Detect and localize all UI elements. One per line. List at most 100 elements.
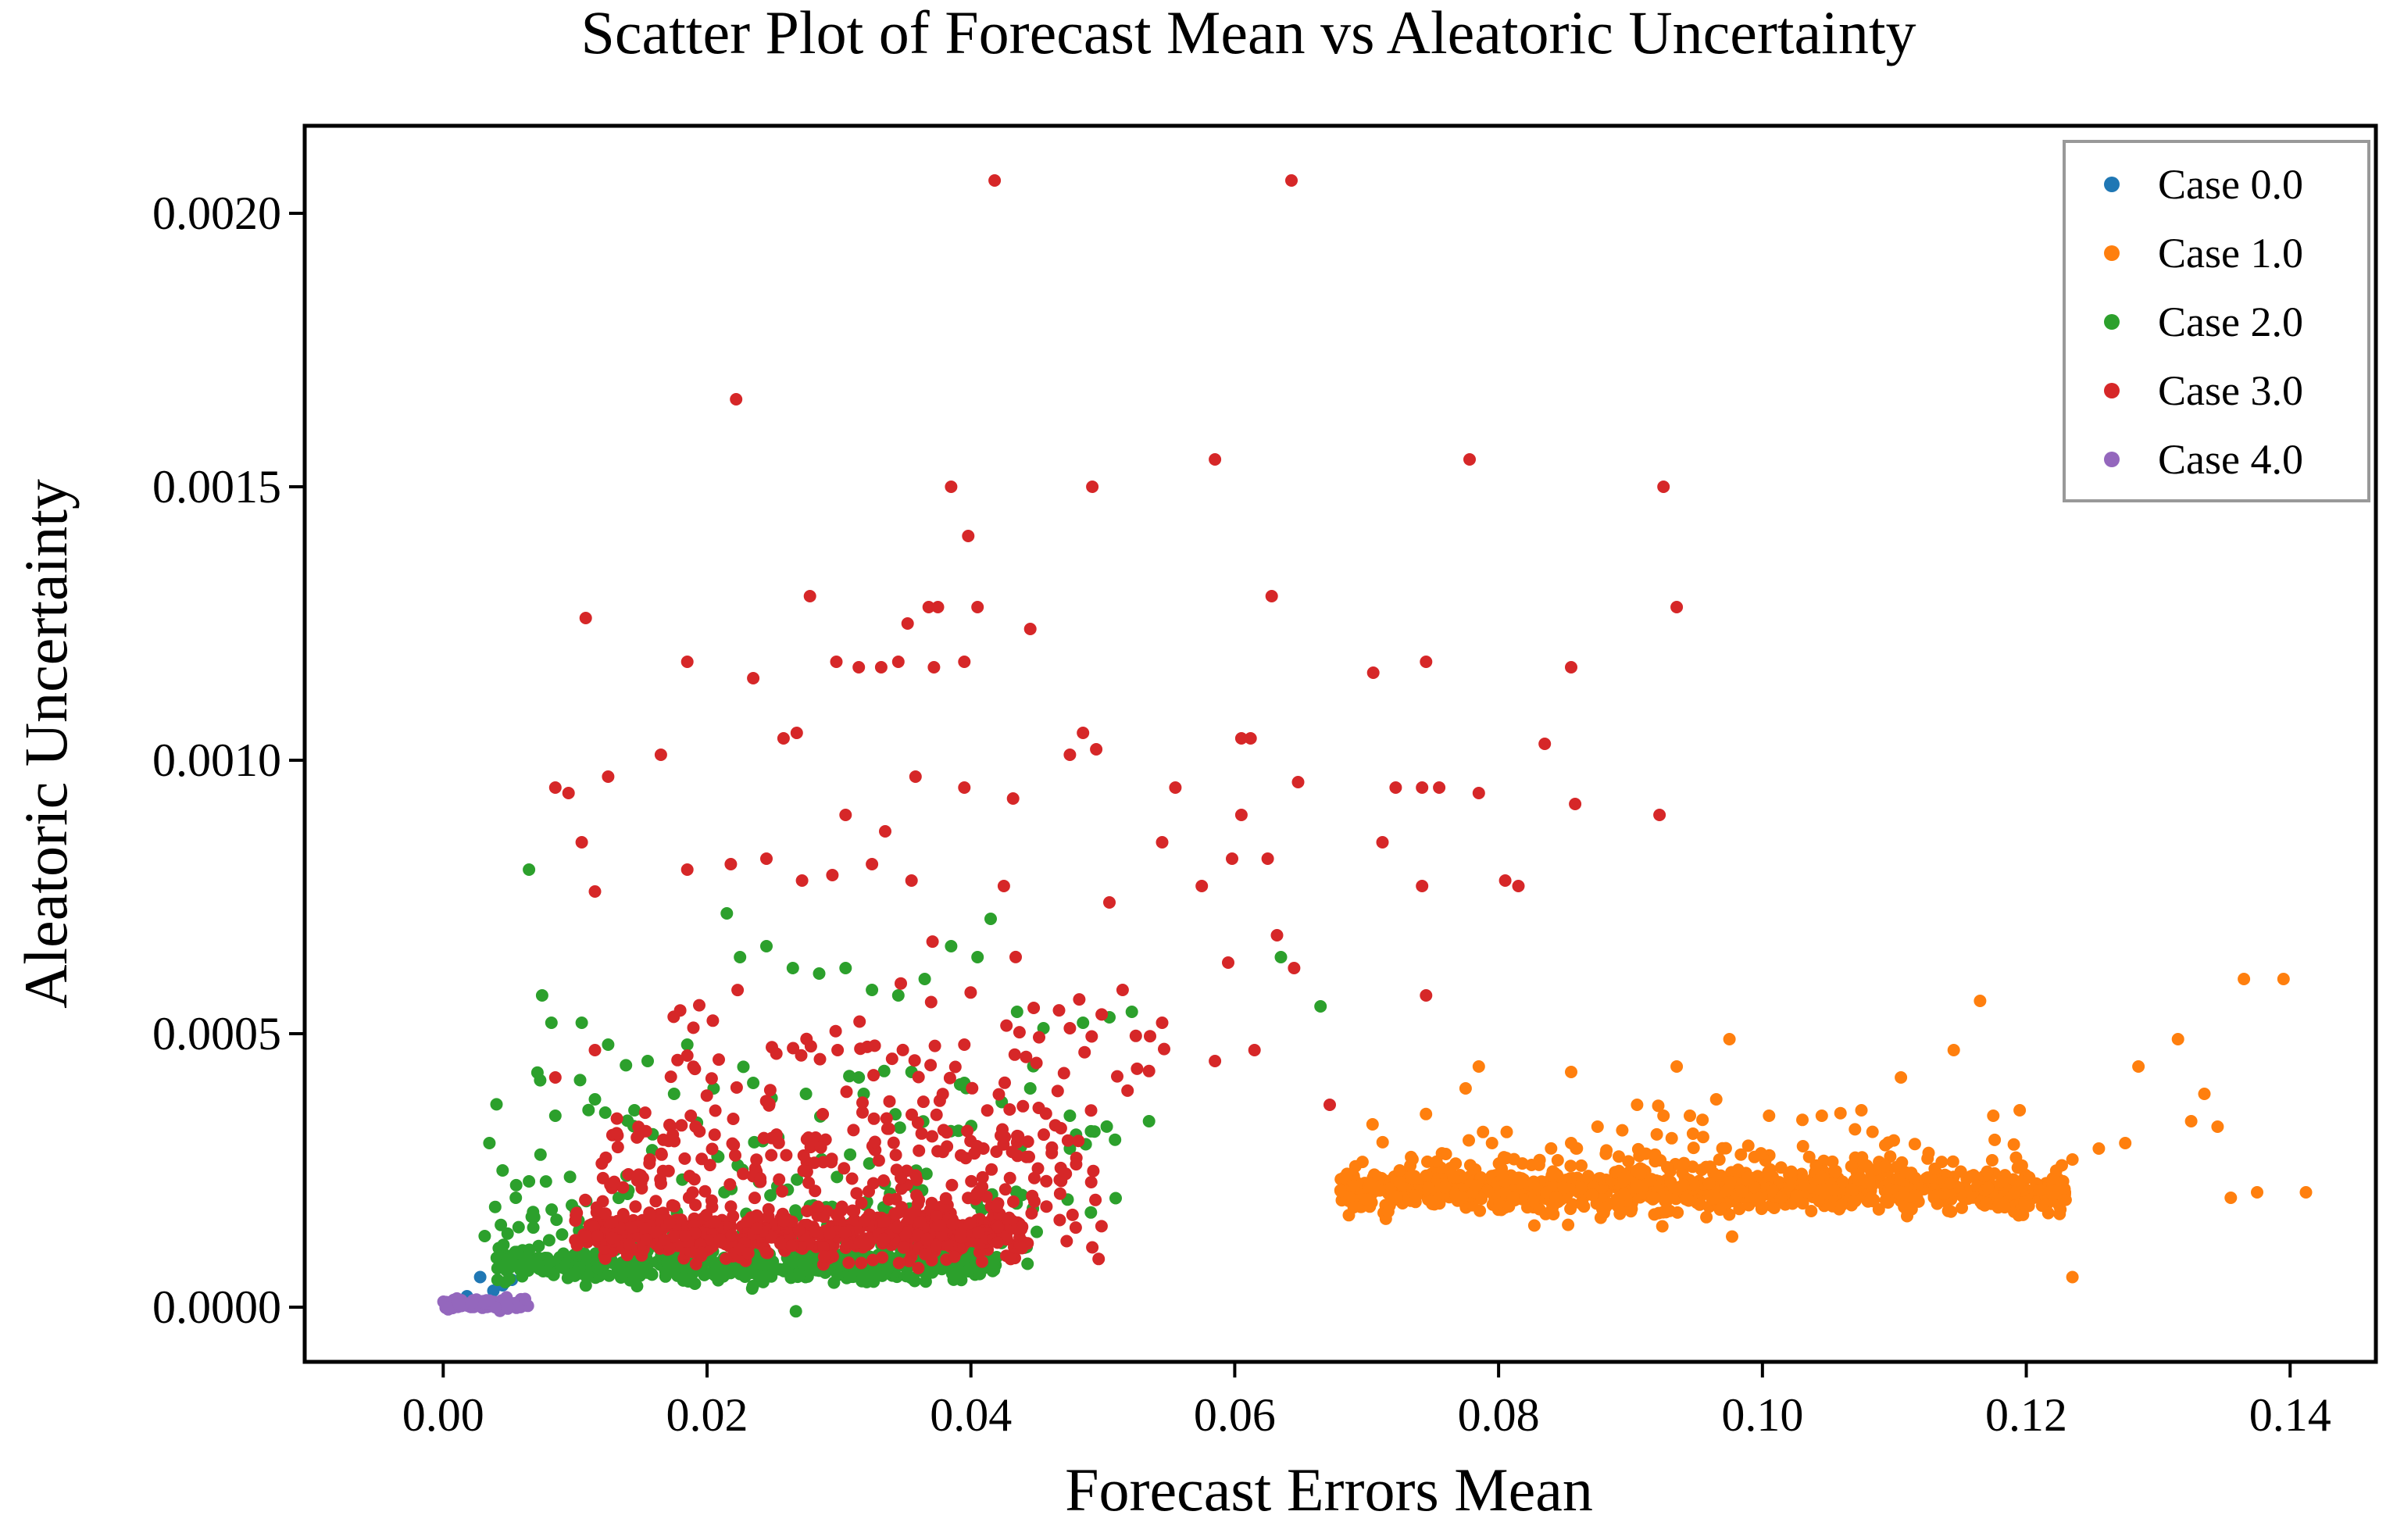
data-point	[614, 1271, 627, 1284]
data-point	[867, 1112, 881, 1125]
data-point	[1040, 1174, 1053, 1188]
data-point	[1109, 1133, 1122, 1146]
data-point	[548, 1109, 562, 1122]
data-point	[2251, 1186, 2263, 1199]
legend-label: Case 2.0	[2158, 298, 2303, 345]
data-point	[706, 1014, 720, 1027]
data-point	[2014, 1175, 2027, 1188]
data-point	[680, 1049, 694, 1062]
data-point	[605, 1216, 619, 1229]
data-point	[2184, 1115, 2198, 1127]
data-point	[1334, 1184, 1347, 1198]
data-point	[534, 1148, 547, 1161]
data-point	[852, 1071, 866, 1084]
data-point	[1084, 1176, 1098, 1188]
y-axis-label: Aleatoric Uncertainty	[12, 479, 80, 1009]
data-point	[666, 1199, 679, 1212]
data-point	[570, 1238, 584, 1252]
data-point	[1834, 1199, 1848, 1212]
data-point	[2046, 1172, 2059, 1185]
data-point	[1393, 1175, 1406, 1188]
data-point	[1613, 1150, 1625, 1163]
data-point	[750, 1153, 763, 1167]
data-point	[1376, 836, 1389, 849]
data-point	[1125, 1006, 1138, 1018]
data-point	[936, 1088, 949, 1101]
data-point	[1713, 1153, 1726, 1167]
data-point	[688, 1063, 702, 1076]
data-point	[877, 1064, 891, 1077]
data-point	[883, 1095, 896, 1108]
data-point	[1030, 1056, 1043, 1070]
data-point	[1063, 1022, 1077, 1034]
data-point	[1679, 1192, 1692, 1206]
data-point	[1085, 1030, 1098, 1043]
data-point	[1288, 962, 1301, 974]
data-point	[724, 858, 738, 870]
data-point	[838, 1226, 852, 1239]
data-point	[655, 1147, 668, 1160]
data-point	[855, 1256, 868, 1270]
data-point	[582, 1103, 595, 1117]
data-point	[1000, 1019, 1013, 1032]
data-point	[698, 1184, 712, 1198]
data-point	[638, 1106, 652, 1120]
data-point	[729, 1149, 741, 1162]
y-tick-label: 0.0010	[152, 734, 281, 786]
data-point	[895, 977, 907, 990]
data-point	[991, 1220, 1005, 1234]
data-point	[708, 1269, 721, 1282]
data-point	[790, 727, 803, 739]
data-point	[897, 1241, 910, 1254]
data-point	[1416, 880, 1429, 892]
data-point	[1741, 1171, 1754, 1184]
data-point	[703, 1234, 716, 1246]
data-point	[831, 1044, 845, 1056]
data-point	[975, 1255, 988, 1268]
data-point	[915, 1127, 928, 1140]
data-point	[1084, 1206, 1098, 1219]
data-point	[879, 825, 891, 838]
data-point	[1027, 1171, 1041, 1184]
data-point	[1564, 1159, 1577, 1173]
data-point	[1545, 1142, 1558, 1155]
data-point	[1142, 1115, 1156, 1127]
data-point	[1144, 1030, 1156, 1043]
data-point	[842, 1256, 856, 1270]
data-point	[2224, 1192, 2238, 1204]
data-point	[840, 1085, 853, 1099]
data-point	[746, 1280, 759, 1292]
x-axis-label: Forecast Errors Mean	[1065, 1456, 1593, 1524]
data-point	[1038, 1128, 1050, 1142]
data-point	[596, 1171, 609, 1184]
data-point	[891, 1220, 904, 1234]
data-point	[495, 1218, 508, 1231]
data-point	[955, 1149, 967, 1162]
legend-label: Case 1.0	[2158, 230, 2303, 277]
data-point	[1650, 1127, 1663, 1141]
data-point	[1103, 896, 1116, 909]
data-point	[877, 1215, 891, 1228]
data-point	[1340, 1170, 1353, 1182]
data-point	[852, 661, 866, 674]
data-point	[1209, 1055, 1222, 1067]
data-point	[893, 1121, 906, 1134]
data-point	[1439, 1148, 1452, 1160]
data-point	[1087, 1164, 1100, 1177]
data-point	[496, 1164, 509, 1177]
data-point	[812, 1200, 824, 1213]
data-point	[831, 1170, 844, 1184]
data-point	[1723, 1033, 1736, 1045]
data-point	[926, 935, 939, 949]
data-point	[2092, 1142, 2106, 1155]
data-point	[1078, 1045, 1091, 1059]
data-point	[620, 1059, 633, 1072]
data-point	[673, 1004, 687, 1017]
data-point	[958, 1038, 971, 1051]
data-point	[829, 1024, 842, 1038]
data-point	[739, 1269, 752, 1282]
data-point	[1866, 1125, 1879, 1138]
data-point	[1004, 1252, 1017, 1266]
data-point	[1156, 836, 1169, 849]
data-point	[491, 1274, 504, 1287]
